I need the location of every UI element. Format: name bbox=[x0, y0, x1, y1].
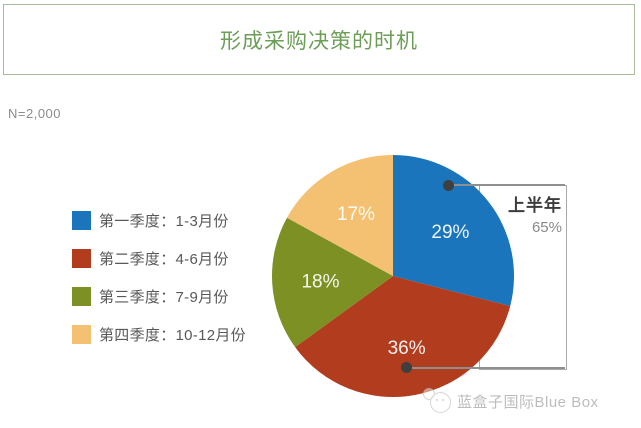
legend-label-q1: 第一季度：1-3月份 bbox=[99, 212, 229, 230]
callout-dot-q1 bbox=[443, 180, 454, 191]
chart-title-box: 形成采购决策的时机 bbox=[3, 4, 635, 75]
watermark-text: 蓝盒子国际Blue Box bbox=[457, 393, 599, 411]
callout-line-top bbox=[449, 184, 565, 186]
legend-label-q3: 第三季度：7-9月份 bbox=[99, 288, 229, 306]
pie-slice-label-2: 36% bbox=[388, 338, 426, 359]
legend-item-q4: 第四季度：10-12月份 bbox=[72, 324, 262, 344]
legend-item-q1: 第一季度：1-3月份 bbox=[72, 210, 262, 230]
pie-slice-label-4: 17% bbox=[337, 204, 375, 225]
watermark: 蓝盒子国际Blue Box bbox=[421, 388, 599, 414]
legend-item-q3: 第三季度：7-9月份 bbox=[72, 286, 262, 306]
legend-swatch-q1-icon bbox=[72, 210, 91, 230]
sample-size-note: N=2,000 bbox=[8, 106, 62, 121]
pie-chart: 29% 36% 18% 17% bbox=[272, 155, 514, 397]
pie-slice-2 bbox=[295, 276, 511, 397]
chart-title: 形成采购决策的时机 bbox=[220, 29, 418, 53]
pie-slice-4 bbox=[286, 155, 393, 276]
pie-legend: 第一季度：1-3月份 第二季度：4-6月份 第三季度：7-9月份 第四季度：10… bbox=[72, 210, 262, 362]
pie-slice-label-3: 18% bbox=[301, 271, 339, 292]
callout-line-bottom bbox=[407, 367, 565, 369]
pie-slice-1 bbox=[393, 155, 514, 307]
legend-label-q2: 第二季度：4-6月份 bbox=[99, 250, 229, 268]
legend-swatch-q2-icon bbox=[72, 248, 91, 268]
bluebox-mascot-icon bbox=[421, 388, 451, 414]
pie-slice-3 bbox=[272, 217, 393, 348]
first-half-annotation: 上半年 65% bbox=[466, 191, 562, 236]
legend-swatch-q4-icon bbox=[72, 324, 91, 344]
legend-swatch-q3-icon bbox=[72, 286, 91, 306]
legend-label-q4: 第四季度：10-12月份 bbox=[99, 326, 246, 344]
callout-dot-q2 bbox=[401, 362, 412, 373]
annotation-value: 65% bbox=[531, 219, 562, 236]
pie-slice-label-1: 29% bbox=[431, 222, 469, 243]
legend-item-q2: 第二季度：4-6月份 bbox=[72, 248, 262, 268]
annotation-label: 上半年 bbox=[508, 196, 562, 215]
